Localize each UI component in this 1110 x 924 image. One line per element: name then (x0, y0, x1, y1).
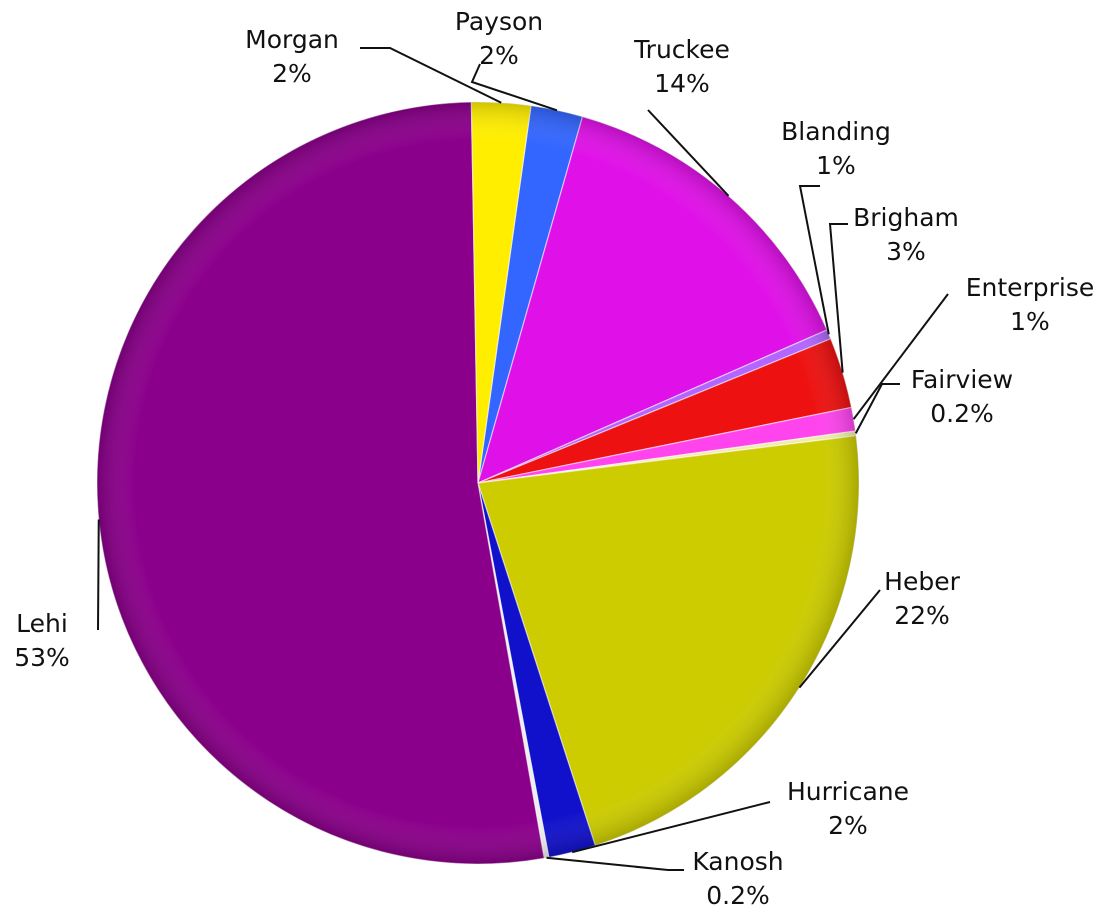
slice-percent-morgan: 2% (272, 59, 312, 88)
leader-line-blanding (798, 185, 830, 335)
slice-percent-enterprise: 1% (1010, 307, 1050, 336)
slice-percent-lehi: 53% (14, 643, 70, 672)
slice-label-payson: Payson (455, 7, 543, 36)
slice-label-morgan: Morgan (245, 25, 339, 54)
leader-line-morgan (360, 47, 502, 104)
leader-line-fairview (854, 383, 900, 434)
slice-label-fairview: Fairview (911, 365, 1013, 394)
slice-label-blanding: Blanding (781, 117, 891, 146)
slice-percent-truckee: 14% (654, 69, 710, 98)
slice-label-heber: Heber (884, 567, 960, 596)
leader-line-truckee (647, 109, 730, 197)
slice-percent-hurricane: 2% (828, 811, 868, 840)
leader-line-payson (470, 63, 558, 112)
slice-label-brigham: Brigham (853, 203, 959, 232)
slice-label-enterprise: Enterprise (966, 273, 1095, 302)
leader-line-enterprise (852, 293, 949, 420)
slice-percent-fairview: 0.2% (930, 399, 994, 428)
pie-slices (96, 101, 860, 865)
leader-lines (97, 47, 949, 871)
slice-percent-payson: 2% (479, 41, 519, 70)
slice-label-truckee: Truckee (633, 35, 730, 64)
leader-line-hurricane (571, 801, 771, 854)
leader-line-heber (798, 589, 881, 689)
slice-percent-blanding: 1% (816, 151, 856, 180)
leader-line-lehi (97, 519, 100, 631)
slice-label-lehi: Lehi (16, 609, 68, 638)
leader-line-brigham (828, 223, 848, 373)
slice-percent-kanosh: 0.2% (706, 881, 770, 910)
slice-percent-brigham: 3% (886, 237, 926, 266)
slice-percent-heber: 22% (894, 601, 950, 630)
slice-label-hurricane: Hurricane (787, 777, 909, 806)
leader-line-kanosh (546, 856, 684, 871)
slice-labels: Payson 2% Truckee 14% Blanding 1% Brigham 3% Ent… (14, 7, 1094, 910)
slice-label-kanosh: Kanosh (692, 847, 783, 876)
